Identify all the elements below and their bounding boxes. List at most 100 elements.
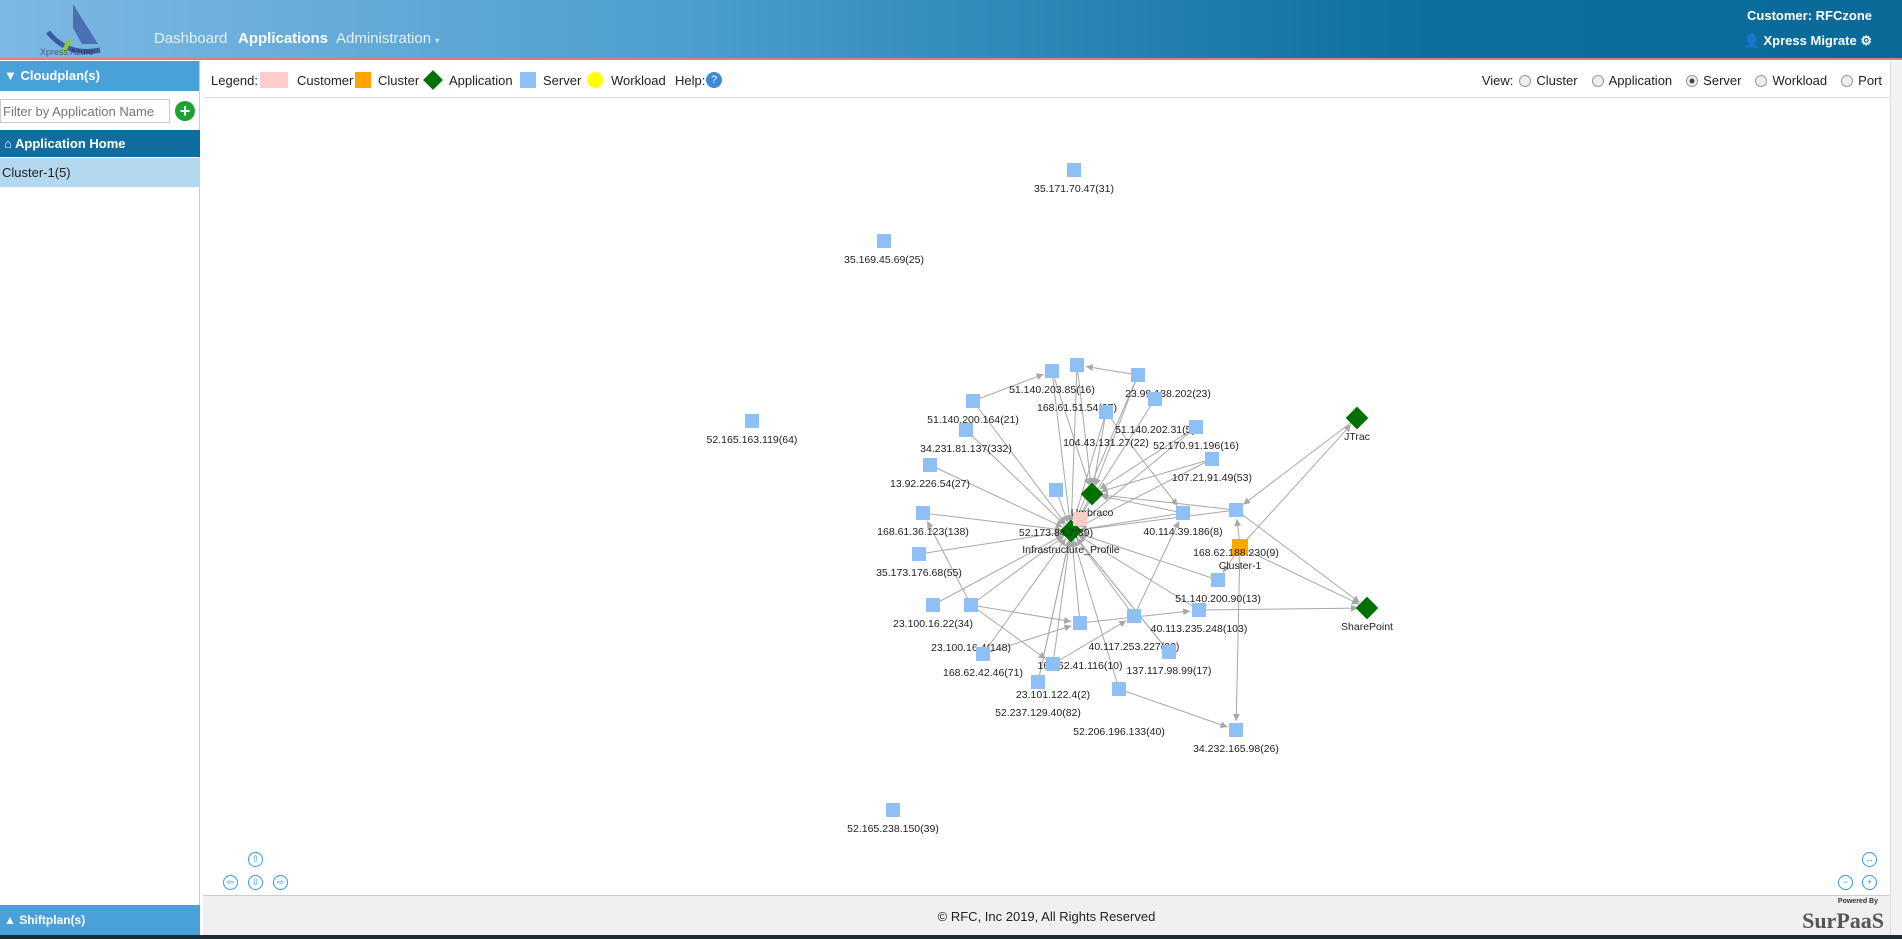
view-option-application[interactable]: Application bbox=[1591, 73, 1672, 88]
graph-edge bbox=[1068, 364, 1078, 523]
server-node[interactable] bbox=[1112, 682, 1126, 696]
pan-left-button[interactable]: ⇦ bbox=[223, 875, 238, 890]
cloudplan-toggle[interactable]: ▼ Cloudplan(s) bbox=[0, 61, 199, 91]
customer-node[interactable] bbox=[1073, 512, 1087, 526]
filter-application-input[interactable] bbox=[0, 99, 170, 123]
server-node[interactable] bbox=[1049, 483, 1063, 497]
node-label: SharePoint bbox=[1341, 621, 1393, 633]
view-option-port[interactable]: Port bbox=[1841, 73, 1882, 88]
graph-edge bbox=[1077, 426, 1197, 526]
view-options: Cluster Application Server Workload Port bbox=[1519, 73, 1882, 88]
legend-application-swatch bbox=[423, 70, 443, 90]
server-node[interactable] bbox=[1070, 358, 1084, 372]
graph-edge bbox=[926, 520, 972, 606]
application-node[interactable] bbox=[1345, 406, 1369, 430]
server-node[interactable] bbox=[877, 234, 891, 248]
view-option-label: Cluster bbox=[1536, 73, 1578, 88]
zoom-in-button[interactable]: + bbox=[1862, 875, 1877, 890]
nav-applications[interactable]: Applications bbox=[238, 30, 329, 47]
graph-edge bbox=[1105, 411, 1178, 507]
server-node[interactable] bbox=[1176, 506, 1190, 520]
server-node[interactable] bbox=[1162, 645, 1176, 659]
xpress-azure-logo[interactable] bbox=[38, 2, 108, 58]
legend-workload: Workload bbox=[611, 73, 666, 88]
graph-edge bbox=[1075, 537, 1135, 617]
server-node[interactable] bbox=[1031, 675, 1045, 689]
graph-edge bbox=[932, 534, 1064, 606]
server-node[interactable] bbox=[1189, 420, 1203, 434]
radio-application[interactable] bbox=[1591, 74, 1604, 87]
server-node[interactable] bbox=[1131, 368, 1145, 382]
pan-up-button[interactable]: ⇧ bbox=[248, 852, 263, 867]
server-node[interactable] bbox=[1067, 163, 1081, 177]
view-option-workload[interactable]: Workload bbox=[1755, 73, 1827, 88]
graph-edge bbox=[1037, 539, 1072, 683]
shiftplan-label: Shiftplan(s) bbox=[19, 913, 86, 927]
graph-edge bbox=[1232, 546, 1241, 722]
server-node[interactable] bbox=[1099, 405, 1113, 419]
server-node[interactable] bbox=[1229, 503, 1243, 517]
graph-edge bbox=[1239, 424, 1352, 548]
graph-edge bbox=[982, 624, 1072, 655]
cluster-node[interactable] bbox=[1232, 539, 1248, 555]
server-node[interactable] bbox=[916, 506, 930, 520]
shiftplan-toggle[interactable]: ▲ Shiftplan(s) bbox=[0, 905, 200, 935]
caret-down-icon: ▼ bbox=[4, 68, 17, 83]
application-node[interactable] bbox=[1080, 482, 1104, 506]
radio-workload[interactable] bbox=[1755, 74, 1768, 87]
powered-by: Powered By bbox=[1837, 898, 1878, 905]
sidebar-item-cluster-1[interactable]: Cluster-1(5) bbox=[0, 158, 200, 187]
server-node[interactable] bbox=[1127, 609, 1141, 623]
server-node[interactable] bbox=[1205, 452, 1219, 466]
server-node[interactable] bbox=[1192, 603, 1206, 617]
user-menu[interactable]: 👤 Xpress Migrate ⚙ bbox=[1744, 33, 1872, 49]
radio-server[interactable] bbox=[1686, 74, 1699, 87]
surpaas-logo: SurPaaS bbox=[1802, 908, 1884, 933]
server-node[interactable] bbox=[745, 414, 759, 428]
server-node[interactable] bbox=[959, 423, 973, 437]
server-node[interactable] bbox=[966, 394, 980, 408]
server-node[interactable] bbox=[1229, 723, 1243, 737]
nav-administration[interactable]: Administration ▾ bbox=[336, 30, 439, 47]
cloudplan-label: Cloudplan(s) bbox=[20, 68, 100, 83]
radio-port[interactable] bbox=[1841, 74, 1854, 87]
server-node[interactable] bbox=[1046, 657, 1060, 671]
server-node[interactable] bbox=[1211, 573, 1225, 587]
view-option-cluster[interactable]: Cluster bbox=[1519, 73, 1578, 88]
help-icon[interactable]: ? bbox=[706, 72, 722, 88]
help-label: Help: bbox=[675, 73, 706, 88]
node-label: 137.117.98.99(17) bbox=[1126, 665, 1211, 677]
pan-down-button[interactable]: ⇩ bbox=[248, 875, 263, 890]
legend-customer: Customer bbox=[297, 73, 354, 88]
topology-graph[interactable]: Infrastructure_ProfileUmbracoJTracShareP… bbox=[203, 98, 1890, 895]
caret-down-icon: ▾ bbox=[435, 36, 440, 45]
node-label: 52.165.238.150(39) bbox=[847, 823, 939, 835]
node-label: 168.62.42.46(71) bbox=[943, 667, 1023, 679]
server-node[interactable] bbox=[1073, 616, 1087, 630]
server-node[interactable] bbox=[1148, 392, 1162, 406]
nav-dashboard[interactable]: Dashboard bbox=[154, 30, 228, 47]
server-node[interactable] bbox=[964, 598, 978, 612]
legend-cluster-swatch bbox=[355, 72, 371, 88]
zoom-out-button[interactable]: − bbox=[1838, 875, 1853, 890]
gear-icon[interactable]: ⚙ bbox=[1860, 33, 1872, 48]
server-node[interactable] bbox=[976, 647, 990, 661]
sidebar: ▼ Cloudplan(s) + ⌂ Application Home Clus… bbox=[0, 61, 200, 935]
server-node[interactable] bbox=[886, 803, 900, 817]
server-node[interactable] bbox=[923, 458, 937, 472]
application-node[interactable] bbox=[1355, 596, 1379, 620]
scrollbar[interactable] bbox=[1890, 61, 1902, 935]
home-icon: ⌂ bbox=[4, 136, 12, 151]
graph-edge bbox=[1100, 458, 1213, 493]
pan-right-button[interactable]: ⇨ bbox=[273, 875, 288, 890]
view-option-server[interactable]: Server bbox=[1686, 73, 1741, 88]
radio-cluster[interactable] bbox=[1519, 74, 1532, 87]
server-node[interactable] bbox=[912, 547, 926, 561]
graph-edge bbox=[1242, 417, 1358, 505]
application-home[interactable]: ⌂ Application Home bbox=[0, 130, 200, 157]
add-icon[interactable]: + bbox=[175, 101, 195, 121]
fit-view-button[interactable]: ↔ bbox=[1862, 852, 1877, 867]
server-node[interactable] bbox=[926, 598, 940, 612]
graph-edges bbox=[918, 364, 1361, 729]
server-node[interactable] bbox=[1045, 364, 1059, 378]
